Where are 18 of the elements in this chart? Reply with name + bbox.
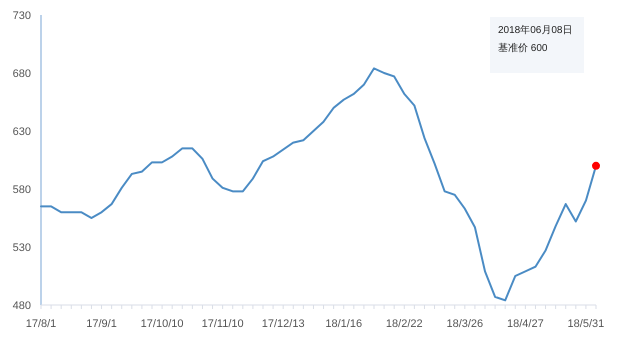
y-tick-label: 680 [12,68,31,80]
annotation: 基准价 600 [498,42,548,54]
x-tick-label: 17/9/1 [86,318,117,330]
y-tick-label: 480 [12,300,31,312]
x-tick-label: 17/8/1 [26,318,56,330]
y-tick-label: 530 [12,242,31,254]
x-tick-label: 17/12/13 [262,318,305,330]
x-tick-label: 18/2/22 [386,318,423,330]
x-tick-label: 17/10/10 [140,318,184,330]
y-tick-label: 630 [12,126,31,138]
x-tick-label: 18/4/27 [507,318,544,330]
y-tick-label: 580 [12,184,31,196]
x-tick-label: 18/5/31 [568,318,604,330]
x-tick-label: 17/11/10 [202,318,244,330]
annotation: 2018年06月08日 [498,24,572,36]
x-tick-label: 18/1/16 [325,318,362,330]
x-tick-label: 18/3/26 [446,318,484,330]
y-tick-label: 730 [12,10,31,22]
